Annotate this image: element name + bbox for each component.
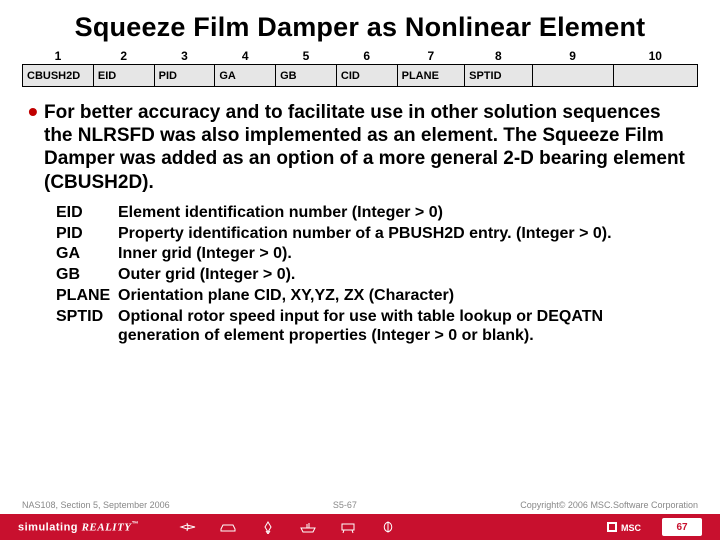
col-num: 9 bbox=[532, 49, 613, 65]
footer-left: NAS108, Section 5, September 2006 bbox=[22, 500, 170, 510]
footer-center: S5-67 bbox=[333, 500, 357, 510]
definition-row: PIDProperty identification number of a P… bbox=[56, 225, 690, 244]
definition-row: SPTIDOptional rotor speed input for use … bbox=[56, 308, 690, 346]
definition-row: GBOuter grid (Integer > 0). bbox=[56, 266, 690, 285]
col-num: 7 bbox=[397, 49, 465, 65]
def-desc: Optional rotor speed input for use with … bbox=[118, 308, 690, 346]
msc-logo: MSC bbox=[607, 520, 665, 534]
leaf-icon bbox=[379, 520, 397, 534]
field-cell: CBUSH2D bbox=[23, 65, 94, 87]
field-cell: GA bbox=[215, 65, 276, 87]
col-num: 10 bbox=[613, 49, 697, 65]
col-num: 2 bbox=[93, 49, 154, 65]
col-num: 8 bbox=[465, 49, 533, 65]
slide-title: Squeeze Film Damper as Nonlinear Element bbox=[22, 12, 698, 43]
rocket-icon bbox=[259, 520, 277, 534]
footer-right: Copyright© 2006 MSC.Software Corporation bbox=[520, 500, 698, 510]
def-desc: Outer grid (Integer > 0). bbox=[118, 266, 690, 285]
def-desc: Inner grid (Integer > 0). bbox=[118, 245, 690, 264]
train-icon bbox=[339, 520, 357, 534]
ship-icon bbox=[299, 520, 317, 534]
def-term: PLANE bbox=[56, 287, 118, 306]
field-cell bbox=[532, 65, 613, 87]
def-term: PID bbox=[56, 225, 118, 244]
def-desc: Element identification number (Integer >… bbox=[118, 204, 690, 223]
svg-text:MSC: MSC bbox=[621, 523, 642, 533]
field-cell: EID bbox=[93, 65, 154, 87]
definition-list: EIDElement identification number (Intege… bbox=[26, 204, 690, 346]
col-num: 3 bbox=[154, 49, 215, 65]
definition-row: EIDElement identification number (Intege… bbox=[56, 204, 690, 223]
field-cell: SPTID bbox=[465, 65, 533, 87]
field-cell: CID bbox=[336, 65, 397, 87]
footer-meta: NAS108, Section 5, September 2006 S5-67 … bbox=[0, 500, 720, 510]
car-icon bbox=[219, 520, 237, 534]
plane-icon bbox=[179, 520, 197, 534]
footer-brand: simulating REALITY™ bbox=[0, 521, 139, 534]
def-desc: Orientation plane CID, XY,YZ, ZX (Charac… bbox=[118, 287, 690, 306]
def-term: GA bbox=[56, 245, 118, 264]
def-term: SPTID bbox=[56, 308, 118, 346]
field-cell bbox=[613, 65, 697, 87]
page-number-badge: 67 bbox=[662, 518, 702, 536]
bullet-item: • For better accuracy and to facilitate … bbox=[26, 101, 690, 194]
col-num: 6 bbox=[336, 49, 397, 65]
def-term: GB bbox=[56, 266, 118, 285]
bullet-dot: • bbox=[26, 101, 44, 194]
bullet-text: For better accuracy and to facilitate us… bbox=[44, 101, 690, 194]
def-desc: Property identification number of a PBUS… bbox=[118, 225, 690, 244]
field-cell: GB bbox=[276, 65, 337, 87]
definition-row: PLANEOrientation plane CID, XY,YZ, ZX (C… bbox=[56, 287, 690, 306]
col-num: 4 bbox=[215, 49, 276, 65]
def-term: EID bbox=[56, 204, 118, 223]
field-table: 12345678910 CBUSH2DEIDPIDGAGBCIDPLANESPT… bbox=[22, 49, 698, 87]
col-num: 1 bbox=[23, 49, 94, 65]
field-cell: PLANE bbox=[397, 65, 465, 87]
definition-row: GAInner grid (Integer > 0). bbox=[56, 245, 690, 264]
field-cell: PID bbox=[154, 65, 215, 87]
col-num: 5 bbox=[276, 49, 337, 65]
footer-bar: simulating REALITY™ MSC 67 bbox=[0, 514, 720, 540]
